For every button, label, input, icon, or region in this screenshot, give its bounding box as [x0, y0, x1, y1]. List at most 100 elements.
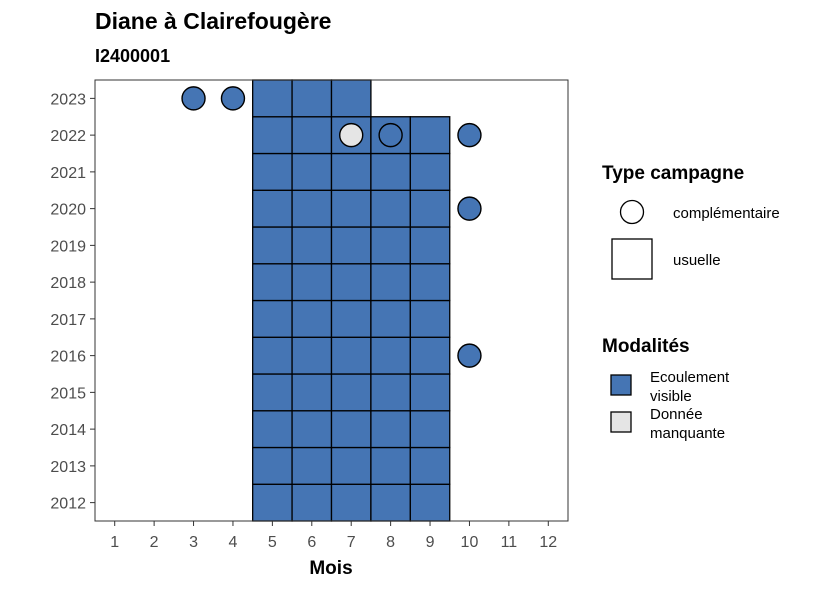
- legend-key-modalite-0: [610, 374, 632, 396]
- tile-usuelle-2016-7: [330, 336, 372, 375]
- tile-usuelle-2017-5: [252, 299, 293, 338]
- x-tick-label-3: 3: [189, 534, 198, 551]
- x-tick-label-6: 6: [307, 534, 316, 551]
- tile-usuelle-2015-9: [409, 373, 451, 412]
- tile-usuelle-2016-6: [291, 336, 333, 375]
- x-tick-label-4: 4: [229, 534, 238, 551]
- x-tick-label-8: 8: [386, 534, 395, 551]
- x-tick-label-10: 10: [461, 534, 479, 551]
- tile-usuelle-2021-6: [291, 152, 333, 191]
- tile-usuelle-2013-9: [409, 446, 451, 485]
- tile-usuelle-2012-6: [291, 483, 333, 522]
- point-complementaire-2022-7: [339, 122, 364, 148]
- tile-usuelle-2012-9: [409, 483, 451, 522]
- tile-usuelle-2022-9: [409, 116, 451, 155]
- tile-usuelle-2021-9: [409, 152, 451, 191]
- x-tick-label-5: 5: [268, 534, 277, 551]
- tile-usuelle-2012-7: [330, 483, 372, 522]
- x-tick-label-11: 11: [501, 534, 518, 551]
- point-complementaire-2023-3: [181, 86, 206, 111]
- tile-usuelle-2017-6: [291, 299, 333, 338]
- tile-usuelle-2016-5: [252, 336, 293, 375]
- tile-usuelle-2013-6: [291, 446, 333, 485]
- tile-usuelle-2017-8: [370, 299, 411, 338]
- tile-usuelle-2015-7: [330, 373, 372, 412]
- tile-usuelle-2018-6: [291, 263, 333, 302]
- legend-type-title: Type campagne: [602, 163, 744, 184]
- legend-key-modalite-1: [610, 411, 632, 433]
- tile-usuelle-2023-5: [252, 79, 293, 118]
- tile-usuelle-2013-5: [252, 446, 293, 485]
- legend-label-modalite-0-line-1: visible: [650, 388, 692, 405]
- x-tick-label-12: 12: [539, 534, 557, 551]
- tile-usuelle-2014-8: [370, 410, 411, 449]
- y-tick-label-2022: 2022: [50, 128, 86, 145]
- legend-label-usuelle: usuelle: [673, 252, 721, 269]
- tile-usuelle-2020-9: [409, 189, 451, 228]
- tile-usuelle-2015-5: [252, 373, 293, 412]
- point-complementaire-2016-10: [457, 343, 482, 368]
- y-tick-label-2014: 2014: [50, 422, 86, 439]
- tile-usuelle-2018-8: [370, 263, 411, 302]
- tile-usuelle-2019-8: [370, 226, 411, 265]
- tile-usuelle-2019-6: [291, 226, 333, 265]
- tile-usuelle-2017-7: [330, 299, 372, 338]
- x-tick-label-7: 7: [347, 534, 356, 551]
- y-tick-label-2019: 2019: [50, 238, 86, 255]
- tile-usuelle-2016-9: [409, 336, 451, 375]
- tile-usuelle-2023-7: [330, 79, 372, 118]
- tile-usuelle-2021-8: [370, 152, 411, 191]
- tile-usuelle-2014-9: [409, 410, 451, 449]
- x-tick-label-1: 1: [110, 534, 119, 551]
- tile-usuelle-2012-8: [370, 483, 411, 522]
- tile-usuelle-2021-5: [252, 152, 293, 191]
- y-tick-label-2021: 2021: [50, 165, 86, 182]
- point-complementaire-2022-8: [378, 122, 403, 148]
- point-complementaire-2020-10: [457, 196, 482, 221]
- chart-title: Diane à Clairefougère: [95, 8, 331, 34]
- tile-usuelle-2014-6: [291, 410, 333, 449]
- tile-usuelle-2017-9: [409, 299, 451, 338]
- y-tick-label-2020: 2020: [50, 202, 86, 219]
- tile-usuelle-2016-8: [370, 336, 411, 375]
- tile-usuelle-2018-7: [330, 263, 372, 302]
- tile-usuelle-2022-6: [291, 116, 333, 155]
- tile-usuelle-2018-5: [252, 263, 293, 302]
- legend-label-modalite-0-line-0: Ecoulement: [650, 369, 730, 386]
- y-tick-label-2018: 2018: [50, 275, 86, 292]
- tile-usuelle-2020-8: [370, 189, 411, 228]
- tile-usuelle-2013-8: [370, 446, 411, 485]
- tile-usuelle-2019-9: [409, 226, 451, 265]
- chart-subtitle: I2400001: [95, 46, 170, 66]
- legend-key-complementaire: [619, 199, 645, 225]
- y-tick-label-2012: 2012: [50, 496, 86, 513]
- tile-usuelle-2015-6: [291, 373, 333, 412]
- x-tick-label-9: 9: [426, 534, 435, 551]
- tile-usuelle-2019-7: [330, 226, 372, 265]
- y-tick-label-2013: 2013: [50, 459, 86, 476]
- point-complementaire-2022-10: [457, 122, 482, 148]
- x-tick-label-2: 2: [150, 534, 159, 551]
- tile-usuelle-2014-5: [252, 410, 293, 449]
- x-axis-title: Mois: [309, 558, 352, 579]
- y-tick-label-2023: 2023: [50, 91, 86, 108]
- tile-usuelle-2019-5: [252, 226, 293, 265]
- tile-usuelle-2020-6: [291, 189, 333, 228]
- legend-label-complementaire: complémentaire: [673, 205, 780, 222]
- y-tick-label-2015: 2015: [50, 385, 86, 402]
- tile-usuelle-2022-5: [252, 116, 293, 155]
- tile-usuelle-2012-5: [252, 483, 293, 522]
- tile-usuelle-2014-7: [330, 410, 372, 449]
- tile-usuelle-2020-7: [330, 189, 372, 228]
- legend-modalites-title: Modalités: [602, 336, 690, 357]
- legend-label-modalite-1-line-1: manquante: [650, 425, 725, 442]
- plot-border: [94, 79, 569, 522]
- y-tick-label-2016: 2016: [50, 349, 86, 366]
- point-complementaire-2023-4: [220, 86, 246, 111]
- legend-key-usuelle: [611, 238, 653, 280]
- legend-label-modalite-1-line-0: Donnée: [650, 406, 703, 423]
- tile-usuelle-2023-6: [291, 79, 333, 118]
- tile-usuelle-2018-9: [409, 263, 451, 302]
- tile-usuelle-2020-5: [252, 189, 293, 228]
